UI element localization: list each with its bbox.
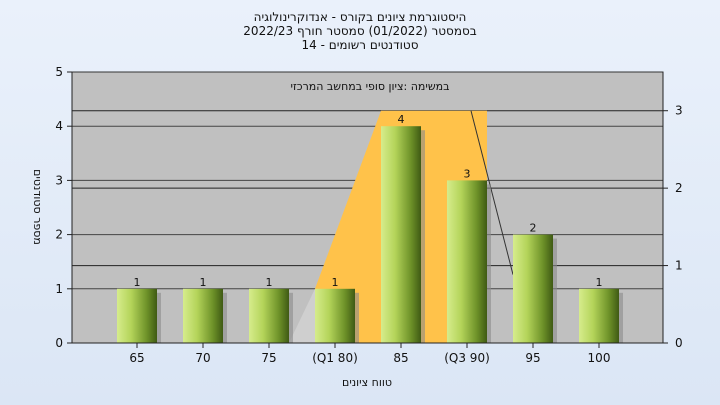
data-label-6: 2 [530, 222, 537, 235]
x-tick-label-7: 100 [588, 351, 611, 365]
data-label-3: 1 [332, 276, 339, 289]
y-tick-label-2: 2 [55, 228, 63, 242]
data-label-5: 3 [464, 167, 471, 180]
x-tick-label-4: 85 [393, 351, 408, 365]
bar-95 [513, 234, 553, 343]
y2-tick-label-3: 3 [675, 104, 683, 118]
data-label-7: 1 [596, 276, 603, 289]
axes: 0 1 2 3 4 5 0 1 2 3 65 70 75 (Q1 80) 85 (Q3 90) 95 100 [55, 65, 682, 365]
x-tick-label-1: 70 [195, 351, 210, 365]
bar-75 [249, 288, 289, 343]
y2-tick-label-1: 1 [675, 259, 683, 273]
data-label-4: 4 [398, 113, 405, 126]
x-tick-label-3: (Q1 80) [312, 351, 358, 365]
bars: 1 1 1 1 4 3 2 1 [117, 113, 623, 343]
bar-85 [381, 126, 421, 343]
y-axis-label: מספר סטודנטים [31, 169, 44, 245]
y-tick-label-0: 0 [55, 336, 63, 350]
y2-tick-label-2: 2 [675, 181, 683, 195]
y-tick-label-1: 1 [55, 282, 63, 296]
y-tick-label-5: 5 [55, 65, 63, 79]
chart-title: היסטוגרמת ציונים בקורס - אנדוקרינולוגיה … [0, 10, 720, 52]
iqr-band-connector [470, 110, 514, 275]
x-tick-label-5: (Q3 90) [444, 351, 490, 365]
data-label-1: 1 [200, 276, 207, 289]
x-tick-label-6: 95 [525, 351, 540, 365]
y-tick-label-3: 3 [55, 173, 63, 187]
overlay-label: במשימה :ציון סופי במחשב המרכזי [290, 80, 449, 93]
chart-title-line-3: סטודנטים רשומים - 14 [301, 38, 419, 52]
data-label-2: 1 [266, 276, 273, 289]
chart-title-line-1: היסטוגרמת ציונים בקורס - אנדוקרינולוגיה [253, 10, 467, 24]
bar-(Q1 80) [315, 288, 355, 343]
x-axis-label: טווח ציונים [342, 376, 392, 389]
bar-65 [117, 288, 157, 343]
bar-70 [183, 288, 223, 343]
bar-100 [579, 288, 619, 343]
bar-(Q3 90) [447, 180, 487, 343]
iqr-band-shadow-left [289, 288, 315, 343]
x-tick-label-0: 65 [129, 351, 144, 365]
y-tick-label-4: 4 [55, 119, 63, 133]
y2-tick-label-0: 0 [675, 336, 683, 350]
chart-title-line-2: בסמסטר (01/2022) סמסטר חורף 2022/23 [243, 24, 477, 38]
x-tick-label-2: 75 [261, 351, 276, 365]
data-label-0: 1 [134, 276, 141, 289]
